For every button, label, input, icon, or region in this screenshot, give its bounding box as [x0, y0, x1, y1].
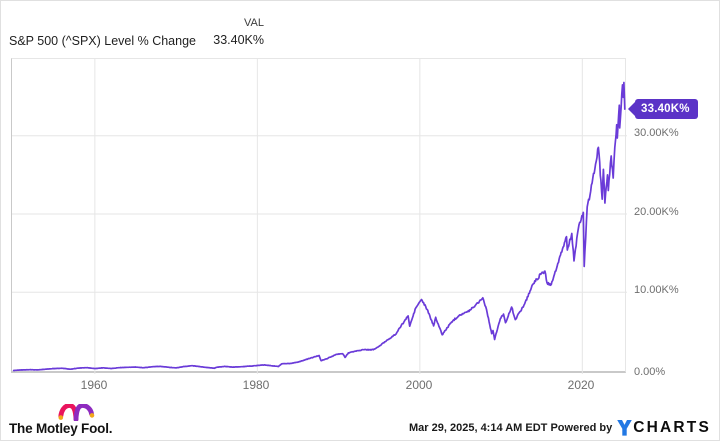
plot-area	[11, 58, 627, 374]
chart-title: S&P 500 (^SPX) Level % Change	[9, 34, 196, 48]
motley-fool-wordmark: The Motley Fool.	[9, 421, 113, 436]
val-current-value: 33.40K%	[213, 33, 264, 47]
jester-hat-icon	[58, 404, 95, 421]
val-column-header: VAL	[244, 17, 264, 29]
x-axis-label-1960: 1960	[80, 378, 108, 392]
x-axis-label-2020: 2020	[567, 378, 595, 392]
x-axis-label-2000: 2000	[405, 378, 433, 392]
chart-canvas	[12, 59, 627, 374]
y-axis-label-10k: 10.00K%	[634, 284, 679, 296]
timestamp: Mar 29, 2025, 4:14 AM EDT	[409, 422, 548, 434]
last-value-callout: 33.40K%	[635, 99, 698, 119]
attribution: Mar 29, 2025, 4:14 AM EDT Powered by CHA…	[409, 416, 711, 440]
x-axis-label-1980: 1980	[242, 378, 270, 392]
powered-by-label: Powered by	[550, 422, 613, 434]
ycharts-wordmark: CHARTS	[633, 419, 711, 436]
y-axis-label-0: 0.00%	[634, 366, 666, 378]
y-axis-label-30k: 30.00K%	[634, 127, 679, 139]
y-axis-label-20k: 20.00K%	[634, 206, 679, 218]
ycharts-y-icon	[617, 420, 633, 436]
ycharts-logo: CHARTS	[617, 419, 711, 437]
